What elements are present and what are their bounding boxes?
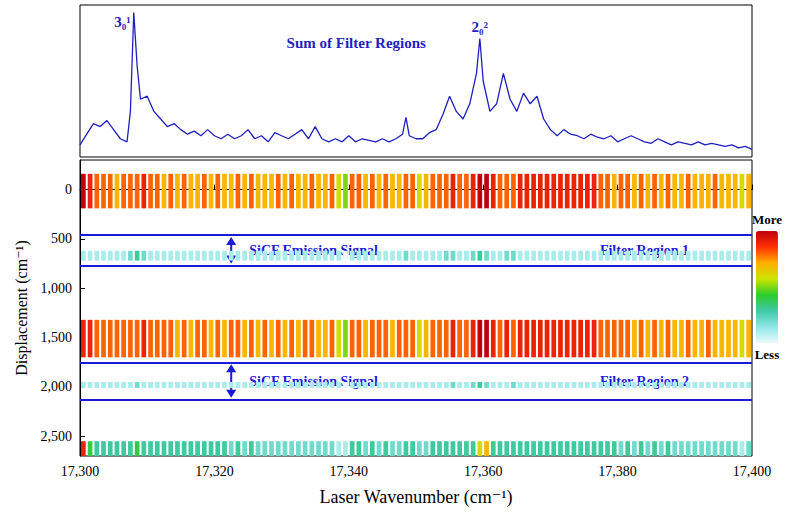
svg-text:17,380: 17,380 (598, 464, 637, 479)
svg-text:3₀¹: 3₀¹ (114, 14, 131, 30)
svg-text:Laser Wavenumber (cm⁻¹): Laser Wavenumber (cm⁻¹) (319, 487, 512, 508)
svg-text:Filter Region 2: Filter Region 2 (600, 374, 689, 389)
svg-text:Sum of Filter Regions: Sum of Filter Regions (287, 35, 426, 51)
svg-text:17,340: 17,340 (330, 464, 369, 479)
svg-text:2,500: 2,500 (41, 429, 73, 444)
svg-text:1,000: 1,000 (41, 281, 73, 296)
svg-text:Less: Less (755, 347, 780, 362)
svg-text:2₀²: 2₀² (472, 19, 489, 35)
svg-text:0: 0 (65, 182, 72, 197)
svg-text:17,320: 17,320 (195, 464, 234, 479)
svg-text:Displacement (cm⁻¹): Displacement (cm⁻¹) (13, 240, 31, 375)
svg-text:17,360: 17,360 (464, 464, 503, 479)
svg-text:2,000: 2,000 (41, 379, 73, 394)
svg-text:17,300: 17,300 (61, 464, 100, 479)
svg-text:SiCF Emission Signal: SiCF Emission Signal (249, 242, 378, 258)
svg-text:500: 500 (51, 231, 72, 246)
svg-text:17,400: 17,400 (733, 464, 772, 479)
svg-text:SiCF Emission Signal: SiCF Emission Signal (249, 374, 378, 389)
svg-text:Filter Region 1: Filter Region 1 (599, 242, 690, 258)
svg-text:More: More (752, 212, 782, 227)
svg-text:1,500: 1,500 (41, 330, 73, 345)
